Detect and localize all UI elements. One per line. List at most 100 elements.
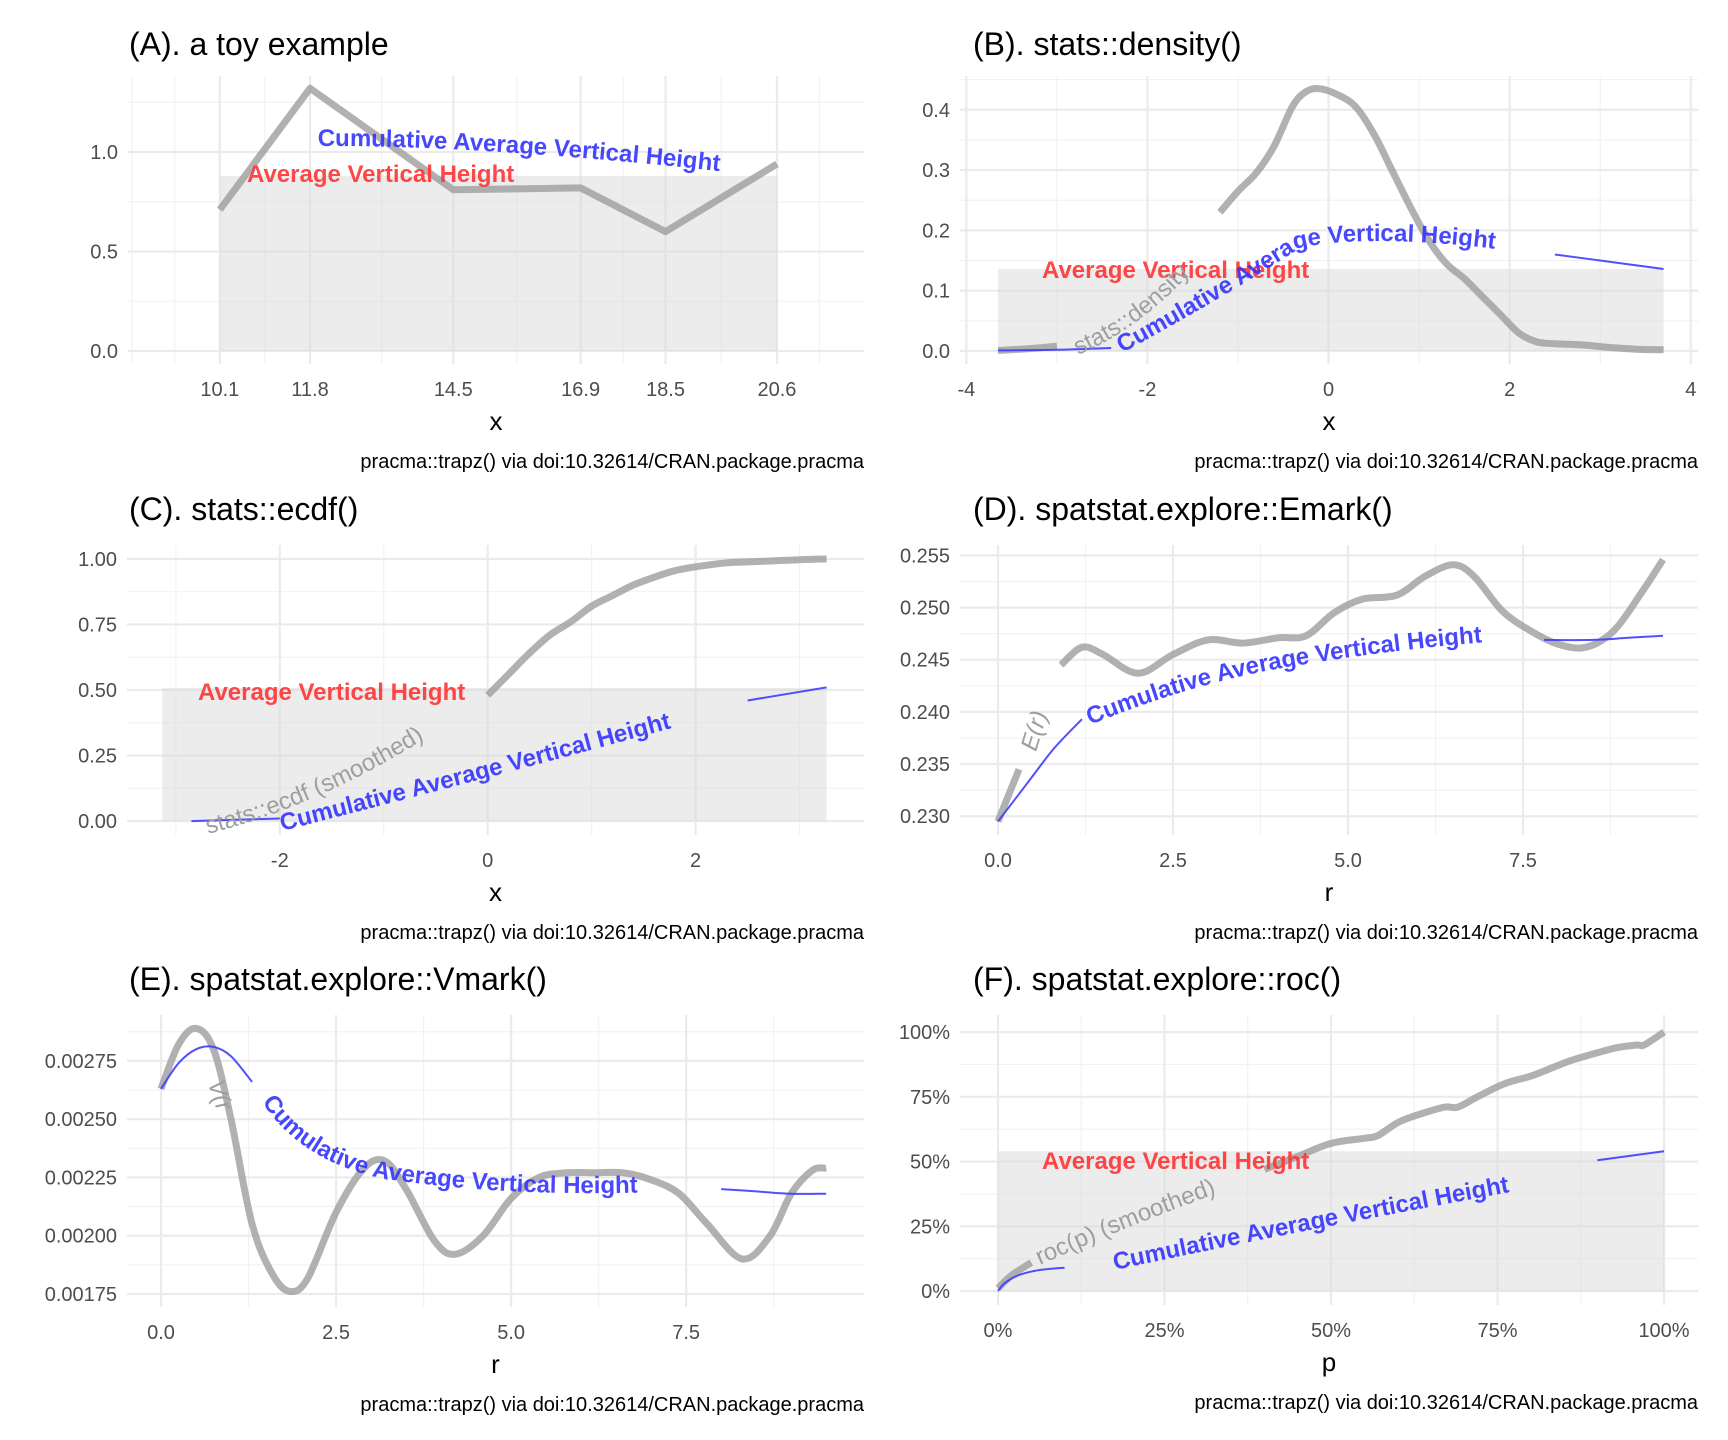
caption: pracma::trapz() via doi:10.32614/CRAN.pa… (1194, 1392, 1698, 1414)
caption: pracma::trapz() via doi:10.32614/CRAN.pa… (360, 922, 864, 944)
y-tick-label: 75% (910, 1087, 950, 1109)
x-tick-label: 7.5 (1509, 850, 1537, 872)
y-tick-label: 0.00 (78, 811, 117, 833)
average-area (219, 175, 777, 352)
plot-area: 0% 25% 50% 75% 100% 0% 25% 50% 75% 100% Average Ve… (899, 1015, 1698, 1342)
x-tick-label: 4 (1685, 379, 1696, 401)
y-tick-label: 0% (921, 1281, 950, 1303)
average-area (997, 1151, 1665, 1292)
caption: pracma::trapz() via doi:10.32614/CRAN.pa… (360, 451, 864, 473)
cumulative-average-curve (1554, 253, 1664, 270)
x-tick-label: 11.8 (291, 379, 328, 401)
x-axis-title: x (489, 877, 502, 907)
cumulative-label: Cumulative Average Vertical Height (257, 1090, 638, 1199)
y-tick-label: 0.3 (922, 160, 950, 182)
data-curve (1263, 1029, 1666, 1173)
cumulative-average-curve (1597, 1150, 1665, 1162)
average-label: Average Vertical Height (1042, 257, 1309, 284)
x-tick-label: 0 (1323, 379, 1334, 401)
x-axis-title: x (490, 406, 503, 436)
x-tick-label: 0 (482, 850, 493, 872)
y-tick-label: 0.250 (900, 598, 950, 620)
y-tick-label: 1.00 (78, 549, 117, 571)
cumulative-average-curve (721, 1188, 827, 1195)
x-tick-label: 75% (1477, 1320, 1517, 1342)
y-tick-label: 0.0 (90, 341, 118, 363)
x-tick-label: 0.0 (147, 1322, 175, 1344)
plot-area: 0.0 0.5 1.0 10.1 11.8 14.5 16.9 18.5 20.6 Average… (90, 76, 864, 401)
plot-area: 0.0 0.1 0.2 0.3 0.4 -4 -2 0 2 4 Average Vertical H… (922, 76, 1698, 401)
x-tick-label: 16.9 (561, 379, 600, 401)
data-curve (994, 767, 1023, 823)
y-tick-label: 0.4 (922, 100, 950, 122)
average-label: Average Vertical Height (198, 679, 465, 706)
cumulative-average-curve (1543, 634, 1664, 642)
y-tick-label: 0.5 (90, 242, 118, 264)
panel-title: (F). spatstat.explore::roc() (973, 961, 1341, 997)
cumulative-average-curve (191, 817, 280, 823)
y-tick-label: 0.00225 (45, 1167, 117, 1189)
panel-title: (C). stats::ecdf() (129, 491, 358, 527)
cumulative-average-curve (997, 718, 1083, 823)
data-curve (1217, 85, 1664, 354)
curve-label: E(r) (1016, 708, 1054, 754)
y-tick-label: 0.255 (900, 545, 950, 567)
average-label: Average Vertical Height (247, 161, 514, 188)
x-tick-label: 100% (1638, 1320, 1689, 1342)
x-tick-label: -2 (1139, 379, 1157, 401)
data-curve (485, 555, 827, 698)
x-tick-label: 20.6 (758, 379, 797, 401)
x-tick-label: -2 (271, 850, 289, 872)
x-tick-label: 2.5 (1159, 850, 1187, 872)
average-area (162, 687, 827, 822)
y-tick-label: 1.0 (90, 142, 118, 164)
panel-d: (D). spatstat.explore::Emark() 0.2300.23… (900, 491, 1699, 944)
cumulative-average-curve (997, 347, 1112, 352)
x-tick-label: -4 (957, 379, 975, 401)
y-tick-label: 0.00275 (45, 1051, 117, 1073)
y-tick-label: 0.240 (900, 702, 950, 724)
x-tick-label: 5.0 (1334, 850, 1362, 872)
panel-title: (E). spatstat.explore::Vmark() (129, 961, 547, 997)
plot-area: 0.00 0.25 0.50 0.75 1.00 -2 0 2 Average Vertical… (78, 545, 864, 872)
x-axis-title: r (1325, 877, 1334, 907)
y-tick-label: 0.75 (78, 614, 117, 636)
average-label: Average Vertical Height (1042, 1148, 1309, 1175)
y-tick-label: 0.245 (900, 650, 950, 672)
caption: pracma::trapz() via doi:10.32614/CRAN.pa… (1194, 451, 1698, 473)
x-axis-title: x (1323, 406, 1336, 436)
x-axis-title: p (1322, 1347, 1336, 1377)
data-curve (1058, 557, 1666, 677)
x-tick-label: 18.5 (646, 379, 685, 401)
data-curve (995, 1259, 1034, 1291)
plot-area: 0.230 0.235 0.240 0.245 0.250 0.255 0.0 2.5 5.0 7… (900, 545, 1698, 872)
x-tick-label: 2 (1504, 379, 1515, 401)
panel-a: (A). a toy example 0.0 0.5 1.0 10.1 11.8 14.5… (90, 26, 865, 473)
y-tick-label: 0.25 (78, 746, 117, 768)
y-tick-label: 0.235 (900, 754, 950, 776)
y-tick-label: 50% (910, 1152, 950, 1174)
y-tick-label: 0.2 (922, 220, 950, 242)
x-tick-label: 0.0 (984, 850, 1012, 872)
panel-b: (B). stats::density() 0.0 0.1 0.2 0.3 0.4-4 -… (922, 26, 1699, 473)
panel-title: (A). a toy example (129, 26, 389, 62)
x-tick-label: 50% (1311, 1320, 1351, 1342)
average-area (998, 268, 1664, 351)
y-tick-label: 0.00175 (45, 1284, 117, 1306)
cumulative-average-curve (997, 1266, 1065, 1292)
y-tick-label: 0.1 (922, 281, 950, 303)
caption: pracma::trapz() via doi:10.32614/CRAN.pa… (360, 1394, 864, 1416)
y-tick-label: 25% (910, 1216, 950, 1238)
x-tick-label: 5.0 (497, 1322, 525, 1344)
x-tick-label: 25% (1144, 1320, 1184, 1342)
y-tick-label: 100% (899, 1022, 950, 1044)
x-tick-label: 2 (690, 850, 701, 872)
cumulative-average-curve (747, 686, 827, 702)
panel-title: (B). stats::density() (973, 26, 1242, 62)
cumulative-average-curve (160, 1045, 253, 1090)
data-curve (157, 1024, 827, 1296)
panel-title: (D). spatstat.explore::Emark() (973, 491, 1393, 527)
x-tick-label: 10.1 (200, 379, 239, 401)
y-tick-label: 0.50 (78, 680, 117, 702)
